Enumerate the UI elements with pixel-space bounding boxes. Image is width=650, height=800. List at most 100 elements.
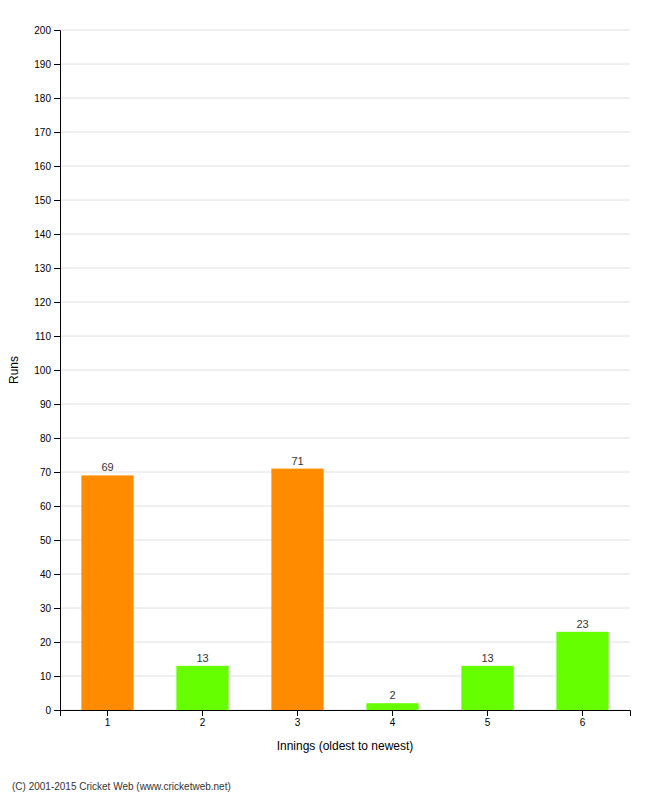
grid-line [60, 30, 630, 31]
grid-line [60, 98, 630, 99]
tick-label: 4 [390, 717, 396, 728]
tick-label: 190 [34, 59, 51, 70]
tick-mark [54, 472, 60, 473]
bar [176, 666, 228, 710]
grid-line [60, 64, 630, 65]
tick: 5 [485, 710, 491, 728]
tick-mark [392, 710, 393, 716]
tick: 4 [390, 710, 396, 728]
tick-label: 80 [40, 433, 52, 444]
tick: 1 [105, 710, 111, 728]
plot: 0102030405060708090100110120130140150160… [34, 25, 630, 728]
grid-line [60, 268, 630, 269]
tick-mark [54, 676, 60, 677]
tick: 50 [40, 535, 60, 546]
tick: 60 [40, 501, 60, 512]
tick: 120 [34, 297, 60, 308]
tick-mark [297, 710, 298, 716]
tick-mark [54, 608, 60, 609]
axis-line [61, 711, 631, 717]
tick: 80 [40, 433, 60, 444]
tick-label: 0 [45, 705, 51, 716]
grid-line [60, 574, 630, 575]
tick: 2 [200, 710, 206, 728]
data-label: 23 [576, 618, 588, 630]
tick-label: 120 [34, 297, 51, 308]
y-axis: 0102030405060708090100110120130140150160… [34, 25, 60, 716]
grid-line [60, 234, 630, 235]
tick-mark [54, 710, 60, 711]
tick: 170 [34, 127, 60, 138]
data-label: 2 [389, 689, 395, 701]
tick-mark [54, 336, 60, 337]
data-labels: 69137121323 [101, 455, 588, 702]
tick-mark [54, 506, 60, 507]
tick-mark [54, 166, 60, 167]
grid-line [60, 302, 630, 303]
tick-mark [582, 710, 583, 716]
tick: 10 [40, 671, 60, 682]
tick-mark [54, 370, 60, 371]
bar [81, 475, 133, 710]
grid-line [60, 472, 630, 473]
tick-label: 40 [40, 569, 52, 580]
tick-label: 200 [34, 25, 51, 36]
tick-mark [54, 30, 60, 31]
tick: 6 [580, 710, 586, 728]
footer: (C) 2001-2015 Cricket Web (www.cricketwe… [12, 781, 231, 792]
tick: 40 [40, 569, 60, 580]
grid-line [60, 370, 630, 371]
tick-mark [54, 574, 60, 575]
data-label: 13 [481, 652, 493, 664]
chart: 0102030405060708090100110120130140150160… [0, 0, 650, 800]
tick-label: 20 [40, 637, 52, 648]
y-axis-title: Runs [7, 356, 21, 384]
tick-label: 50 [40, 535, 52, 546]
tick: 160 [34, 161, 60, 172]
tick-mark [54, 132, 60, 133]
tick-label: 150 [34, 195, 51, 206]
tick: 30 [40, 603, 60, 614]
bar [366, 703, 418, 710]
grid-line [60, 506, 630, 507]
bar [461, 666, 513, 710]
tick-label: 60 [40, 501, 52, 512]
tick-label: 70 [40, 467, 52, 478]
tick: 0 [45, 705, 60, 716]
grid-line [60, 166, 630, 167]
tick: 90 [40, 399, 60, 410]
grid-line [60, 540, 630, 541]
bar [556, 632, 608, 710]
tick-mark [54, 234, 60, 235]
grid-line [60, 438, 630, 439]
tick: 190 [34, 59, 60, 70]
tick: 100 [34, 365, 60, 376]
tick-mark [107, 710, 108, 716]
tick-label: 140 [34, 229, 51, 240]
tick-label: 180 [34, 93, 51, 104]
grid-line [60, 676, 630, 677]
tick-mark [54, 540, 60, 541]
data-label: 71 [291, 455, 303, 467]
grid-line [60, 404, 630, 405]
tick-mark [54, 98, 60, 99]
x-axis: 1 2 3 4 5 6 [61, 710, 631, 728]
tick-label: 1 [105, 717, 111, 728]
grid-line [60, 336, 630, 337]
grid-line [60, 132, 630, 133]
tick-mark [487, 710, 488, 716]
tick-mark [54, 302, 60, 303]
tick: 180 [34, 93, 60, 104]
tick-mark [54, 268, 60, 269]
tick-label: 3 [295, 717, 301, 728]
tick: 110 [35, 331, 60, 342]
tick-mark [54, 438, 60, 439]
x-axis-title: Innings (oldest to newest) [277, 739, 414, 753]
tick-label: 170 [34, 127, 51, 138]
tick-label: 100 [34, 365, 51, 376]
grid-line [60, 608, 630, 609]
bar [271, 469, 323, 710]
data-label: 69 [101, 461, 113, 473]
tick: 70 [40, 467, 60, 478]
tick-label: 160 [34, 161, 51, 172]
